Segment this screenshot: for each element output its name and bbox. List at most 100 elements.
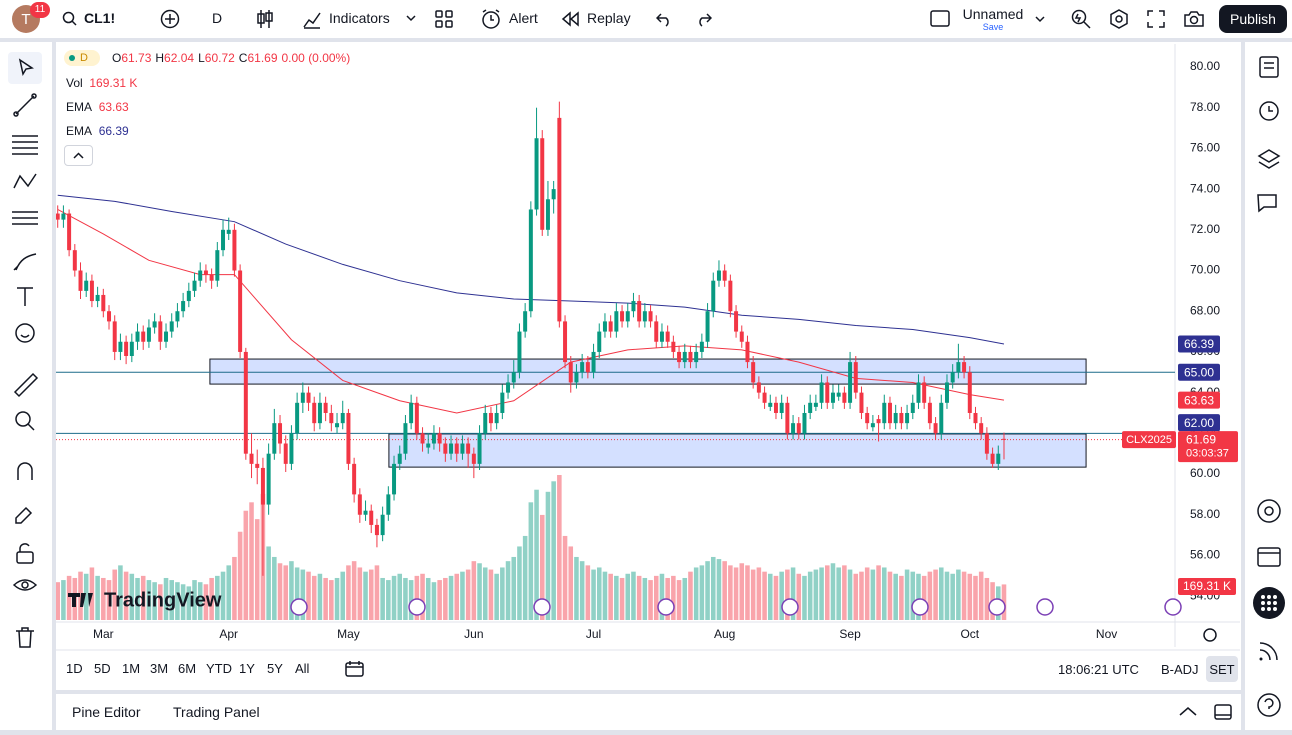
- widget-icons[interactable]: [1245, 42, 1292, 730]
- volume-bar: [140, 575, 146, 620]
- volume-bar: [488, 569, 494, 620]
- candle-body: [249, 453, 254, 464]
- trading-panel-tab[interactable]: Trading Panel: [173, 704, 260, 720]
- volume-bar: [978, 571, 984, 620]
- candle-body: [944, 382, 949, 403]
- candle-body: [369, 510, 374, 525]
- volume-bar: [745, 565, 750, 620]
- alert-icon[interactable]: [480, 8, 502, 30]
- range-button[interactable]: 5D: [94, 661, 111, 676]
- save-label[interactable]: Save: [982, 22, 1004, 32]
- range-button[interactable]: 1D: [66, 661, 83, 676]
- candle-body: [414, 402, 419, 434]
- panel-controls[interactable]: [1178, 702, 1238, 722]
- range-button[interactable]: 5Y: [267, 661, 283, 676]
- candle-body: [466, 443, 471, 454]
- volume-bar: [294, 567, 300, 620]
- candle-body: [500, 392, 505, 413]
- layout-box-icon[interactable]: [930, 10, 950, 28]
- axis-settings-icon[interactable]: [1203, 628, 1217, 642]
- volume-bar: [454, 573, 460, 620]
- fullscreen-icon[interactable]: [1146, 9, 1166, 29]
- volume-bar: [716, 559, 722, 620]
- range-button[interactable]: 6M: [178, 661, 197, 676]
- snapshot-icon[interactable]: [1183, 9, 1205, 29]
- ohlc-value: 62.04: [164, 51, 195, 65]
- range-button[interactable]: 3M: [150, 661, 169, 676]
- volume-bar: [893, 573, 898, 620]
- volume-bar: [881, 567, 887, 620]
- pine-editor-tab[interactable]: Pine Editor: [72, 704, 141, 720]
- candle-body: [996, 453, 1001, 464]
- volume-bar: [101, 577, 106, 620]
- plot: [56, 101, 1175, 620]
- countdown: 03:03:37: [1186, 448, 1229, 460]
- candle-body: [813, 402, 818, 407]
- volume-bar: [819, 567, 824, 620]
- collapse-legend-button[interactable]: [64, 145, 93, 166]
- volume-bar: [904, 569, 910, 620]
- session-toggle[interactable]: SET: [1206, 656, 1238, 682]
- publish-button[interactable]: Publish: [1219, 5, 1287, 33]
- volume-bar: [78, 571, 83, 620]
- candle-body: [1001, 438, 1006, 440]
- market-status: D: [64, 50, 100, 66]
- volume-bar: [494, 573, 499, 620]
- range-button[interactable]: 1M: [122, 661, 141, 676]
- layouts-icon[interactable]: [435, 10, 453, 28]
- candle-body: [591, 351, 596, 373]
- range-button[interactable]: YTD: [206, 661, 232, 676]
- ohlc-key: L: [198, 51, 205, 65]
- volume-bar: [864, 567, 870, 620]
- chart-type-icon[interactable]: [255, 8, 275, 30]
- candle-body: [711, 280, 716, 312]
- price-label-box: [1178, 391, 1220, 409]
- chevron[interactable]: [1034, 13, 1046, 25]
- volume-bar: [648, 580, 653, 620]
- candle-body: [56, 213, 60, 220]
- candle-body: [620, 311, 625, 322]
- adjustment-toggle[interactable]: B-ADJ: [1161, 662, 1199, 677]
- x-tick-label: Mar: [93, 627, 114, 641]
- candle-body: [848, 362, 853, 403]
- volume-bar: [619, 577, 625, 620]
- symbol-tag: CLX2025: [1126, 434, 1172, 446]
- candle-body: [551, 189, 556, 200]
- candle-body: [933, 423, 938, 434]
- candle-body: [956, 362, 961, 373]
- candle-body: [335, 423, 340, 428]
- candle-body: [141, 331, 146, 342]
- undo-icon[interactable]: [656, 11, 674, 27]
- volume-bar: [534, 489, 539, 620]
- quick-search-icon[interactable]: [1070, 8, 1092, 30]
- ema-legend: EMA 66.39: [66, 124, 129, 138]
- volume-bar: [249, 502, 254, 620]
- volume-bar: [237, 531, 243, 620]
- chevron[interactable]: [405, 12, 417, 24]
- event-markers[interactable]: [290, 598, 1182, 616]
- range-button[interactable]: 1Y: [239, 661, 255, 676]
- drawing-tools[interactable]: [0, 42, 52, 662]
- candle-body: [870, 423, 875, 428]
- volume-bar: [659, 573, 665, 620]
- volume-bar: [118, 565, 123, 620]
- volume-bar: [568, 546, 574, 620]
- settings-icon[interactable]: [1108, 8, 1130, 30]
- alert-button[interactable]: Alert: [509, 10, 538, 26]
- replay-icon[interactable]: [561, 11, 579, 27]
- redo-icon[interactable]: [694, 11, 712, 27]
- range-button[interactable]: All: [295, 661, 310, 676]
- search-icon[interactable]: [62, 11, 78, 27]
- legend: D O61.73 H62.04 L60.72 C61.69 0.00 (0.00%): [64, 50, 350, 66]
- volume-bar: [460, 571, 465, 620]
- replay-button[interactable]: Replay: [587, 10, 631, 26]
- layout-name[interactable]: Unnamed: [962, 6, 1024, 22]
- interval[interactable]: D: [212, 10, 223, 26]
- indicators-icon[interactable]: [302, 9, 322, 29]
- date-range-icon[interactable]: [345, 660, 365, 678]
- symbol[interactable]: CL1!: [84, 10, 116, 26]
- candle-body: [967, 372, 972, 413]
- add-symbol-icon[interactable]: [160, 9, 180, 29]
- indicators-button[interactable]: Indicators: [329, 10, 390, 26]
- clock: 18:06:21 UTC: [1058, 662, 1139, 677]
